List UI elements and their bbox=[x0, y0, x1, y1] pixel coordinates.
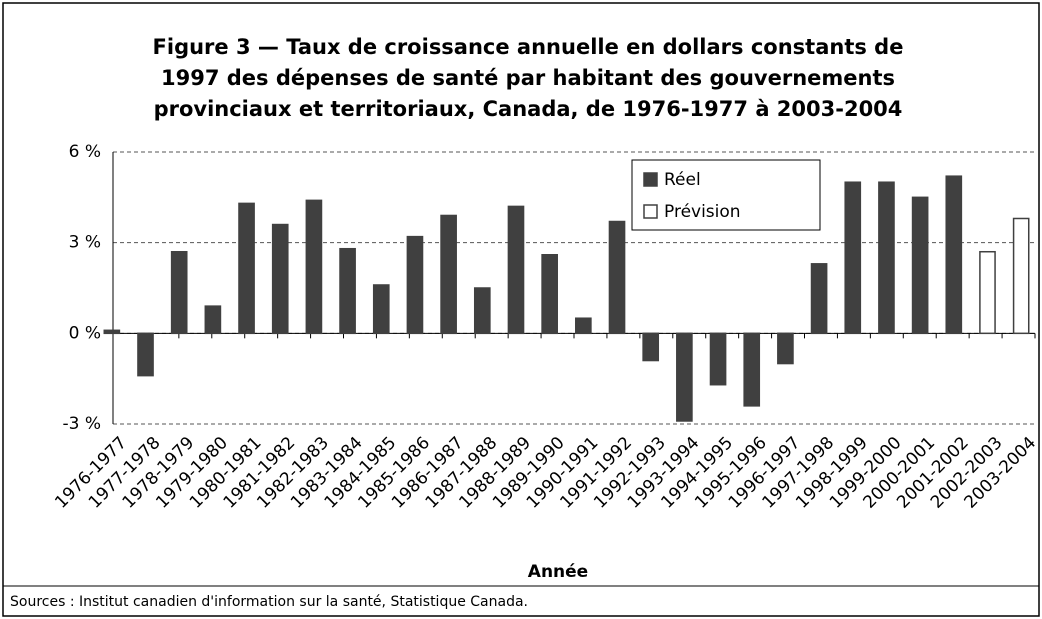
bar bbox=[642, 332, 660, 362]
bar bbox=[911, 196, 929, 335]
bar bbox=[305, 199, 323, 335]
y-tick-label: 6 % bbox=[69, 142, 101, 162]
legend-box bbox=[631, 159, 821, 231]
chart-title: Figure 3 — Taux de croissance annuelle e… bbox=[153, 35, 904, 59]
bar bbox=[810, 263, 828, 335]
bar bbox=[238, 202, 255, 335]
chart-title: provinciaux et territoriaux, Canada, de … bbox=[154, 97, 903, 121]
bar bbox=[878, 181, 895, 335]
legend-label: Prévision bbox=[664, 202, 741, 222]
bar bbox=[541, 254, 558, 335]
bar bbox=[271, 223, 289, 335]
bar bbox=[137, 332, 154, 377]
bar bbox=[575, 317, 592, 335]
legend-swatch bbox=[643, 172, 658, 187]
bar bbox=[844, 181, 862, 335]
x-axis-title: Année bbox=[528, 562, 588, 582]
bar bbox=[406, 235, 424, 335]
bar bbox=[979, 250, 996, 335]
bar bbox=[777, 332, 794, 365]
legend-swatch bbox=[643, 204, 658, 219]
y-tick-label: 3 % bbox=[69, 233, 101, 253]
y-tick-label: 0 % bbox=[69, 323, 101, 343]
bar bbox=[473, 287, 491, 335]
bar bbox=[676, 332, 693, 422]
bar bbox=[339, 247, 356, 335]
source-note: Sources : Institut canadien d'informatio… bbox=[10, 594, 528, 610]
y-tick-label: -3 % bbox=[62, 414, 101, 434]
bar bbox=[743, 332, 761, 407]
bar bbox=[103, 329, 121, 335]
bar bbox=[709, 332, 727, 386]
bar bbox=[204, 305, 222, 335]
bar bbox=[945, 175, 963, 335]
bar bbox=[170, 250, 188, 335]
bar bbox=[372, 284, 390, 335]
chart-title: 1997 des dépenses de santé par habitant … bbox=[161, 66, 895, 90]
legend-label: Réel bbox=[664, 170, 701, 190]
bar bbox=[608, 220, 626, 335]
bar bbox=[507, 205, 525, 335]
bar bbox=[440, 214, 457, 335]
bar bbox=[1012, 217, 1030, 335]
